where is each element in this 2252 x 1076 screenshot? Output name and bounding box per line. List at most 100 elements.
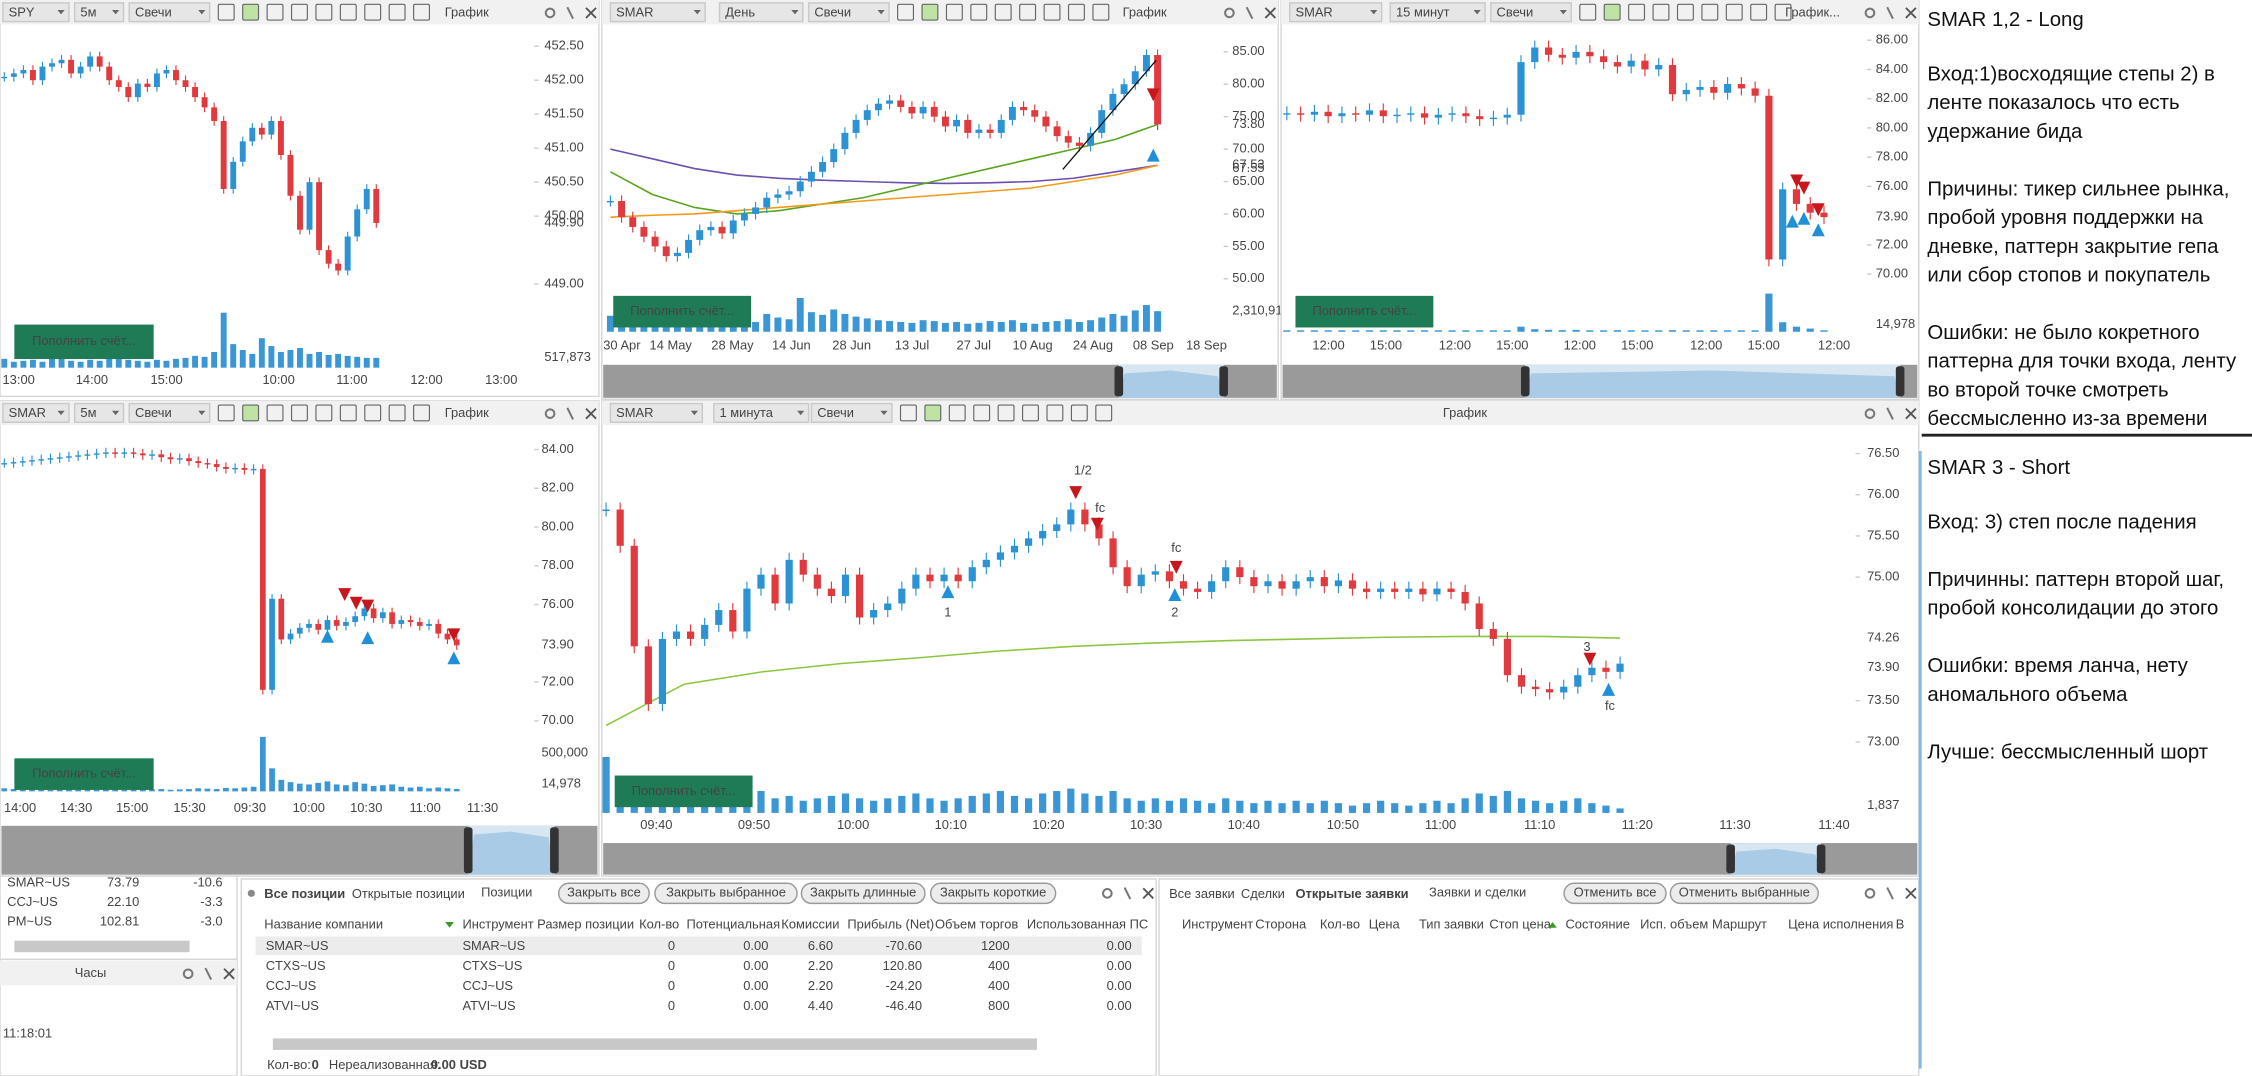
navigator-handle[interactable] (1114, 366, 1124, 397)
tool-icon[interactable] (948, 404, 966, 422)
close-button[interactable] (557, 882, 650, 905)
interval-label[interactable]: 5м (80, 4, 96, 19)
column-header[interactable]: Прибыль (Net) (847, 916, 934, 931)
pin-icon[interactable] (1886, 407, 1894, 420)
close-icon[interactable] (1142, 887, 1154, 900)
style-label[interactable]: Свечи (1497, 4, 1534, 19)
tool-icon[interactable] (290, 404, 308, 422)
tool-icon[interactable] (970, 3, 988, 21)
watch-symbol[interactable]: SMAR~US (7, 875, 70, 890)
tool-icon[interactable] (899, 404, 917, 422)
column-header[interactable]: Маршрут (1712, 916, 1767, 931)
ticker-label[interactable]: SPY (9, 4, 35, 19)
column-header[interactable]: Инструмент (462, 916, 533, 931)
tool-icon[interactable] (339, 3, 357, 21)
column-header[interactable]: Название компании (264, 916, 383, 931)
tool-icon[interactable] (266, 404, 284, 422)
gear-icon[interactable] (544, 7, 556, 19)
navigator-handle[interactable] (1895, 366, 1905, 397)
navigator-handle[interactable] (1520, 366, 1530, 397)
style-label[interactable]: Свечи (135, 4, 172, 19)
tool-icon[interactable] (364, 3, 382, 21)
tool-icon[interactable] (997, 404, 1015, 422)
tool-icon[interactable] (290, 3, 308, 21)
interval-label[interactable]: 15 минут (1396, 4, 1450, 19)
interval-select[interactable] (718, 2, 804, 23)
interval-label[interactable]: 1 минута (720, 405, 774, 420)
tool-icon[interactable] (242, 404, 260, 422)
column-header[interactable]: Сторона (1255, 916, 1307, 931)
column-header[interactable]: Кол-во (639, 916, 679, 931)
gear-icon[interactable] (182, 968, 194, 980)
close-icon[interactable] (1905, 7, 1917, 19)
style-select[interactable] (810, 402, 893, 423)
position-cell[interactable]: ATVI~US (266, 998, 320, 1013)
interval-label[interactable]: День (725, 4, 755, 19)
style-select[interactable] (807, 2, 890, 23)
tool-icon[interactable] (1046, 404, 1064, 422)
gear-icon[interactable] (1224, 7, 1235, 19)
tool-icon[interactable] (217, 404, 235, 422)
close-button-label[interactable]: Закрыть короткие (940, 885, 1046, 900)
interval-select[interactable] (73, 2, 125, 23)
interval-select[interactable] (1389, 2, 1486, 23)
tool-icon[interactable] (413, 3, 431, 21)
column-header[interactable]: Размер позиции (537, 916, 634, 931)
tool-icon[interactable] (1092, 3, 1110, 21)
close-icon[interactable] (223, 968, 235, 980)
gear-icon[interactable] (1864, 408, 1876, 419)
watch-symbol[interactable]: PM~US (7, 913, 52, 928)
close-button[interactable] (929, 882, 1057, 905)
column-header[interactable]: Объем торгов (935, 916, 1018, 931)
style-select[interactable] (128, 2, 211, 23)
deposit-button[interactable] (1295, 295, 1434, 328)
navigator-handle[interactable] (463, 827, 473, 874)
column-header[interactable]: Комиссии (781, 916, 839, 931)
close-icon[interactable] (1905, 407, 1917, 420)
deposit-button[interactable] (613, 295, 752, 328)
style-label[interactable]: Свечи (817, 405, 854, 420)
ticker-label[interactable]: SMAR (9, 405, 46, 420)
tool-icon[interactable] (1652, 3, 1670, 21)
deposit-button[interactable] (614, 775, 753, 808)
ticker-select[interactable] (2, 2, 70, 23)
column-header[interactable]: Цена (1369, 916, 1401, 931)
close-button[interactable] (654, 882, 798, 905)
tool-icon[interactable] (1725, 3, 1743, 21)
tool-icon[interactable] (1022, 404, 1039, 422)
ticker-select[interactable] (609, 2, 706, 23)
column-header[interactable]: Состояние (1565, 916, 1629, 931)
tool-icon[interactable] (924, 404, 942, 422)
pin-icon[interactable] (1886, 6, 1894, 20)
close-icon[interactable] (1264, 7, 1277, 19)
close-button-label[interactable]: Закрыть все (567, 885, 641, 900)
ticker-label[interactable]: SMAR (616, 4, 653, 19)
tool-icon[interactable] (1070, 404, 1088, 422)
column-header[interactable]: Стоп цена (1489, 916, 1551, 931)
tool-icon[interactable] (1676, 3, 1694, 21)
column-header[interactable]: Потенциальная (687, 916, 781, 931)
tool-icon[interactable] (973, 404, 991, 422)
tool-icon[interactable] (388, 3, 406, 21)
watch-symbol[interactable]: CCJ~US (7, 894, 58, 909)
column-header[interactable]: Цена исполнения (1788, 916, 1893, 931)
tool-icon[interactable] (315, 3, 333, 21)
scrollbar[interactable] (14, 940, 190, 953)
ticker-label[interactable]: SMAR (616, 405, 653, 420)
close-button-label[interactable]: Закрыть длинные (810, 885, 916, 900)
tab[interactable]: Сделки (1241, 886, 1285, 901)
tool-icon[interactable] (1067, 3, 1085, 21)
tool-icon[interactable] (1750, 3, 1768, 21)
tool-icon[interactable] (945, 3, 963, 21)
ticker-select[interactable] (1289, 2, 1383, 23)
deposit-button-label[interactable]: Пополнить счёт... (32, 333, 136, 348)
tool-icon[interactable] (1095, 404, 1113, 422)
close-icon[interactable] (585, 407, 597, 420)
column-header[interactable]: В (1896, 916, 1905, 931)
ticker-select[interactable] (2, 402, 70, 423)
style-label[interactable]: Свечи (135, 405, 172, 420)
pin-icon[interactable] (1245, 6, 1254, 20)
pin-icon[interactable] (566, 6, 574, 20)
close-icon[interactable] (1905, 887, 1917, 900)
tool-icon[interactable] (413, 404, 431, 422)
